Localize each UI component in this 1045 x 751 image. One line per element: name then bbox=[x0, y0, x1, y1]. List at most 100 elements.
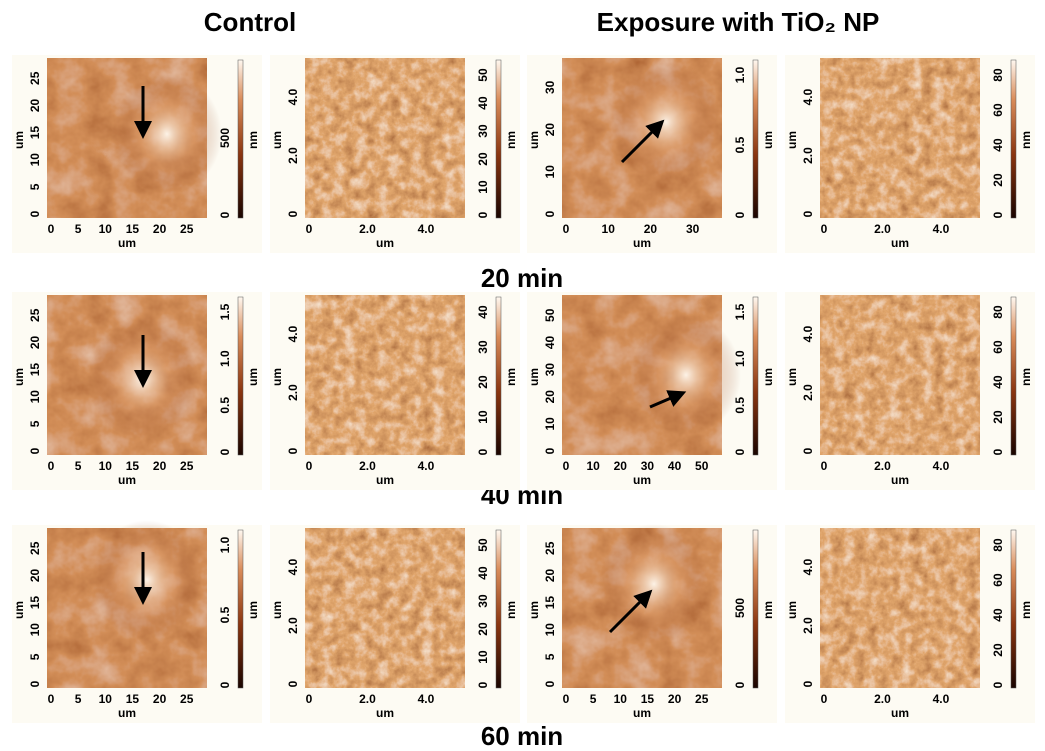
color-bar-label: 80 bbox=[991, 538, 1005, 552]
color-bar-label: 60 bbox=[991, 340, 1005, 354]
y-tick-label: 0 bbox=[28, 447, 42, 454]
color-bar bbox=[1010, 529, 1017, 689]
y-tick-label: 40 bbox=[543, 335, 557, 349]
y-tick-label: 4.0 bbox=[286, 88, 300, 105]
y-tick-label: 15 bbox=[28, 126, 42, 140]
x-tick-label: 5 bbox=[75, 222, 82, 236]
color-bar-label: 80 bbox=[991, 305, 1005, 319]
color-bar-label: 0 bbox=[218, 448, 232, 455]
color-bar-unit: nm bbox=[1019, 368, 1033, 386]
y-tick-label: 5 bbox=[28, 183, 42, 190]
color-bar-label: 20 bbox=[476, 375, 490, 389]
y-tick-label: 25 bbox=[28, 541, 42, 555]
x-tick-label: 20 bbox=[668, 692, 682, 706]
y-tick-label: 20 bbox=[28, 568, 42, 582]
x-tick-label: 25 bbox=[180, 222, 194, 236]
x-tick-label: 5 bbox=[75, 692, 82, 706]
x-tick-label: 0 bbox=[821, 459, 828, 473]
color-bar bbox=[237, 529, 244, 689]
y-tick-label: 20 bbox=[28, 335, 42, 349]
y-tick-label: 10 bbox=[28, 153, 42, 167]
x-axis-label: um bbox=[376, 236, 394, 250]
x-tick-label: 5 bbox=[75, 459, 82, 473]
x-tick-label: 0 bbox=[563, 459, 570, 473]
color-bar-label: 40 bbox=[476, 566, 490, 580]
color-bar-unit: nm bbox=[504, 131, 518, 149]
color-bar-label: 0 bbox=[476, 211, 490, 218]
x-tick-label: 4.0 bbox=[933, 459, 950, 473]
color-bar bbox=[237, 296, 244, 456]
y-tick-label: 2.0 bbox=[801, 617, 815, 634]
afm-texture bbox=[820, 58, 980, 218]
y-tick-label: 4.0 bbox=[801, 325, 815, 342]
color-bar bbox=[495, 529, 502, 689]
color-bar bbox=[237, 59, 244, 219]
y-tick-label: 10 bbox=[543, 165, 557, 179]
x-tick-label: 0 bbox=[48, 459, 55, 473]
color-bar-label: 0 bbox=[218, 211, 232, 218]
y-tick-label: 0 bbox=[28, 210, 42, 217]
x-tick-label: 0 bbox=[48, 222, 55, 236]
x-tick-label: 0 bbox=[821, 222, 828, 236]
y-axis-label: um bbox=[12, 601, 26, 619]
color-bar bbox=[495, 296, 502, 456]
y-tick-label: 25 bbox=[28, 308, 42, 322]
row-label: 60 min bbox=[481, 721, 563, 751]
color-bar-unit: nm bbox=[246, 131, 260, 149]
color-bar-label: 50 bbox=[476, 538, 490, 552]
arrow bbox=[608, 589, 653, 634]
y-tick-label: 0 bbox=[28, 680, 42, 687]
color-bar-unit: nm bbox=[504, 368, 518, 386]
color-bar-label: 0 bbox=[476, 448, 490, 455]
y-axis-label: um bbox=[270, 601, 284, 619]
x-tick-label: 2.0 bbox=[874, 459, 891, 473]
afm-texture bbox=[820, 528, 980, 688]
y-tick-label: 4.0 bbox=[286, 325, 300, 342]
color-bar bbox=[752, 529, 759, 689]
x-tick-label: 10 bbox=[614, 692, 628, 706]
x-tick-label: 0 bbox=[821, 692, 828, 706]
afm-texture bbox=[305, 528, 465, 688]
y-tick-label: 25 bbox=[543, 541, 557, 555]
color-bar-label: 0 bbox=[476, 681, 490, 688]
x-axis-label: um bbox=[118, 236, 136, 250]
x-tick-label: 2.0 bbox=[359, 459, 376, 473]
color-bar-label: 0 bbox=[218, 681, 232, 688]
x-tick-label: 0 bbox=[306, 692, 313, 706]
color-bar-label: 20 bbox=[991, 643, 1005, 657]
y-tick-label: 0 bbox=[801, 680, 815, 687]
x-tick-label: 50 bbox=[695, 459, 709, 473]
color-bar-label: 50 bbox=[476, 68, 490, 82]
y-tick-label: 15 bbox=[28, 596, 42, 610]
color-bar-label: 0.5 bbox=[733, 397, 747, 414]
x-tick-label: 15 bbox=[126, 692, 140, 706]
y-tick-label: 10 bbox=[28, 390, 42, 404]
y-tick-label: 2.0 bbox=[286, 384, 300, 401]
color-bar-label: 60 bbox=[991, 103, 1005, 117]
x-axis-label: um bbox=[376, 706, 394, 720]
color-bar-unit: um bbox=[246, 368, 260, 386]
color-bar-unit: nm bbox=[504, 601, 518, 619]
x-tick-label: 15 bbox=[641, 692, 655, 706]
x-tick-label: 0 bbox=[563, 222, 570, 236]
color-bar bbox=[752, 296, 759, 456]
color-bar-label: 10 bbox=[476, 410, 490, 424]
x-tick-label: 30 bbox=[641, 459, 655, 473]
color-bar-label: 1.0 bbox=[218, 350, 232, 367]
color-bar-label: 0.5 bbox=[218, 606, 232, 623]
color-bar-unit: um bbox=[761, 368, 775, 386]
x-axis-label: um bbox=[891, 706, 909, 720]
y-axis-label: um bbox=[785, 368, 799, 386]
y-tick-label: 2.0 bbox=[286, 147, 300, 164]
color-bar-unit: um bbox=[761, 131, 775, 149]
y-tick-label: 10 bbox=[543, 417, 557, 431]
y-axis-label: um bbox=[527, 601, 541, 619]
y-axis-label: um bbox=[785, 601, 799, 619]
x-tick-label: 2.0 bbox=[359, 222, 376, 236]
arrow bbox=[649, 390, 687, 409]
x-tick-label: 15 bbox=[126, 459, 140, 473]
color-bar-label: 0.5 bbox=[218, 397, 232, 414]
y-tick-label: 4.0 bbox=[286, 558, 300, 575]
x-tick-label: 10 bbox=[99, 222, 113, 236]
color-bar-label: 1.5 bbox=[218, 303, 232, 320]
